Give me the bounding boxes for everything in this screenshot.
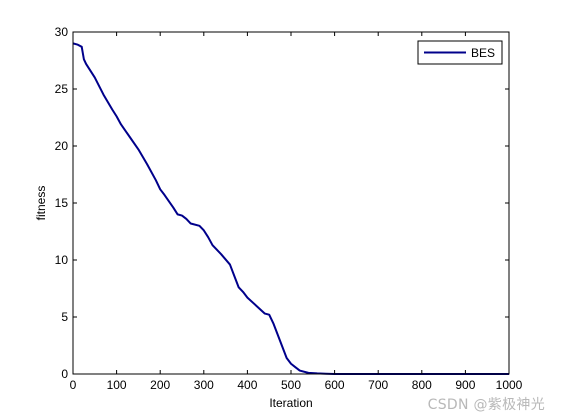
- x-tick-label-3: 300: [194, 378, 214, 392]
- x-axis-label: Iteration: [269, 396, 312, 410]
- x-tick-label-7: 700: [368, 378, 388, 392]
- y-tick-label-1: 5: [61, 310, 68, 324]
- x-tick-label-0: 0: [70, 378, 77, 392]
- x-tick-label-8: 800: [412, 378, 432, 392]
- y-tick-label-6: 30: [55, 25, 69, 39]
- x-tick-label-10: 1000: [496, 378, 523, 392]
- watermark: CSDN @紫极神光: [427, 397, 545, 413]
- x-tick-label-6: 600: [325, 378, 345, 392]
- x-tick-label-9: 900: [455, 378, 475, 392]
- y-tick-label-2: 10: [55, 253, 69, 267]
- y-tick-label-5: 25: [55, 82, 69, 96]
- legend: BES: [417, 40, 503, 65]
- series-layer: [72, 42, 509, 375]
- x-tick-label-2: 200: [150, 378, 170, 392]
- plot-area: [73, 32, 509, 374]
- y-axis-label: fitness: [34, 186, 48, 221]
- y-tick-label-0: 0: [61, 367, 68, 381]
- y-axis-ticks: 0 5 10 15 20 25 30: [55, 25, 509, 381]
- x-tick-label-4: 400: [237, 378, 257, 392]
- series-line-bes: [72, 42, 509, 375]
- y-tick-label-4: 20: [55, 139, 69, 153]
- x-axis-ticks: 0 100 200 300 400 500 600 700 800 900 1000: [70, 32, 523, 392]
- legend-label-bes: BES: [471, 46, 495, 60]
- x-tick-label-5: 500: [281, 378, 301, 392]
- x-tick-label-1: 100: [107, 378, 127, 392]
- y-tick-label-3: 15: [55, 196, 69, 210]
